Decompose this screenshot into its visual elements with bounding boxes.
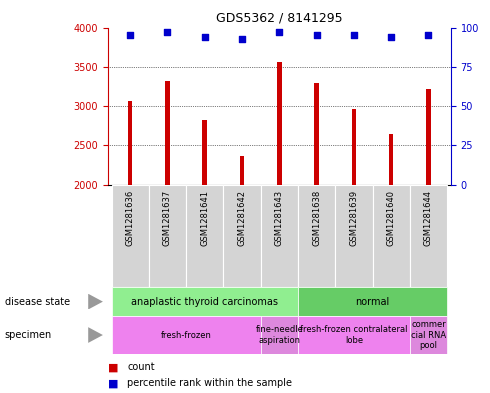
Bar [277,62,282,185]
Bar [112,185,149,287]
Bar [389,134,393,185]
Text: GSM1281642: GSM1281642 [238,190,246,246]
Bar [165,81,170,185]
Point [201,34,209,40]
Bar [112,316,261,354]
Bar [315,83,319,185]
Text: specimen: specimen [5,330,52,340]
Point [238,35,246,42]
Title: GDS5362 / 8141295: GDS5362 / 8141295 [216,12,343,25]
Text: GSM1281637: GSM1281637 [163,190,172,246]
Point [424,32,432,39]
Point [275,29,283,35]
Text: ■: ■ [108,378,118,388]
Bar [298,185,335,287]
Bar [149,185,186,287]
Text: GSM1281644: GSM1281644 [424,190,433,246]
Bar [410,316,447,354]
Point [350,32,358,39]
Text: GSM1281640: GSM1281640 [387,190,395,246]
Text: count: count [127,362,155,373]
Bar [410,185,447,287]
Bar [261,316,298,354]
Bar [298,287,447,316]
Text: commer
cial RNA
pool: commer cial RNA pool [411,320,446,350]
Polygon shape [88,327,103,343]
Text: GSM1281641: GSM1281641 [200,190,209,246]
Bar [186,185,223,287]
Text: GSM1281643: GSM1281643 [275,190,284,246]
Point [164,29,171,35]
Text: disease state: disease state [5,297,70,307]
Text: ■: ■ [108,362,118,373]
Bar [223,185,261,287]
Bar [426,89,431,185]
Text: GSM1281639: GSM1281639 [349,190,358,246]
Bar [298,316,410,354]
Bar [112,287,298,316]
Bar [128,101,132,185]
Text: GSM1281636: GSM1281636 [125,190,135,246]
Bar [202,120,207,185]
Text: fine-needle
aspiration: fine-needle aspiration [255,325,303,345]
Text: fresh-frozen contralateral
lobe: fresh-frozen contralateral lobe [300,325,408,345]
Bar [372,185,410,287]
Text: percentile rank within the sample: percentile rank within the sample [127,378,293,388]
Point [313,32,320,39]
Polygon shape [88,294,103,310]
Point [387,34,395,40]
Text: normal: normal [355,297,390,307]
Bar [352,109,356,185]
Text: GSM1281638: GSM1281638 [312,190,321,246]
Bar [261,185,298,287]
Bar [335,185,372,287]
Bar [240,156,244,185]
Point [126,32,134,39]
Text: fresh-frozen: fresh-frozen [161,331,212,340]
Text: anaplastic thyroid carcinomas: anaplastic thyroid carcinomas [131,297,278,307]
